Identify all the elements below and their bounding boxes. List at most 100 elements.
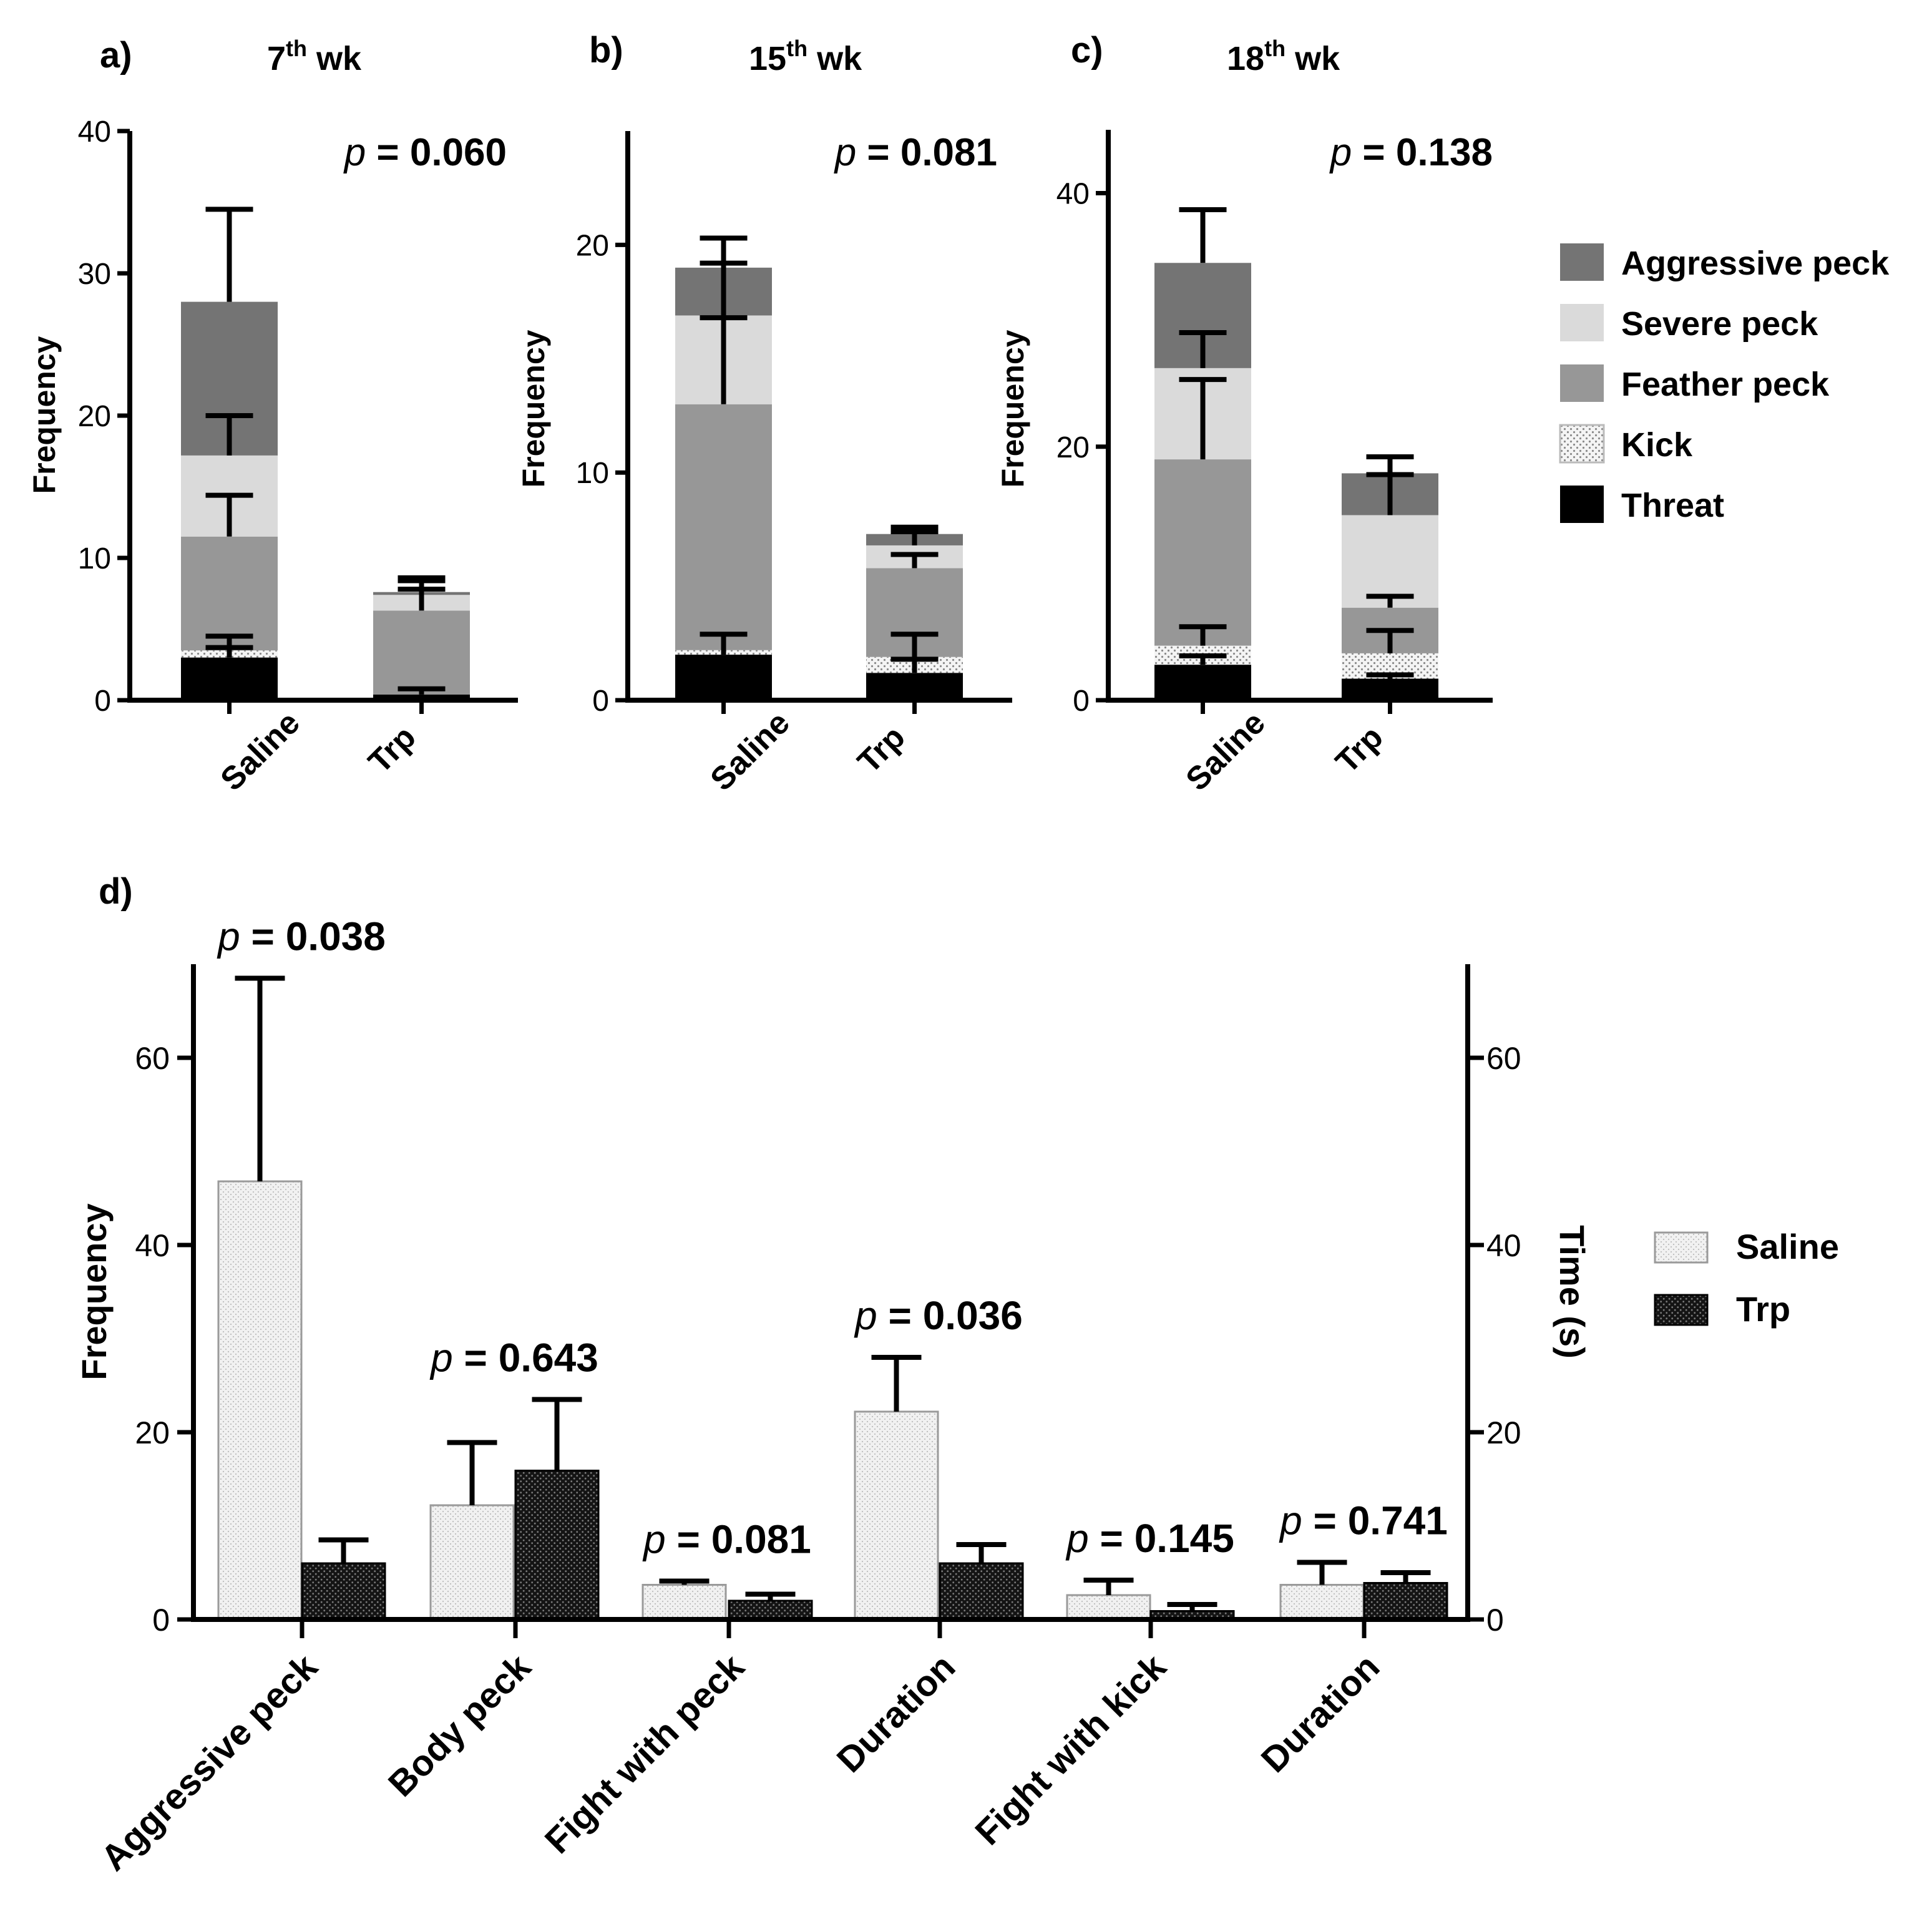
error-bar-saline-kick: [1179, 624, 1227, 646]
error-bar-aggressive-peck-1-trp: [318, 1537, 369, 1563]
y-tick-label: 20: [576, 229, 609, 262]
p-value-fight-with-peck-3: p = 0.081: [642, 1517, 811, 1562]
bar-fight-with-peck-3-saline: [642, 1584, 727, 1621]
y-tick-label: 10: [576, 457, 609, 490]
error-bar-saline-threat: [700, 632, 748, 655]
error-bar-fight-with-peck-3-trp: [745, 1591, 796, 1601]
error-bar-trp-threat: [890, 657, 939, 673]
legend-swatch-trp: [1654, 1294, 1709, 1326]
bar-body-peck-2-trp: [514, 1470, 600, 1621]
legend-behaviors: Aggressive peck Severe peck Feather peck…: [1559, 243, 1890, 524]
bar-duration-6-saline: [1279, 1584, 1365, 1621]
bar-trp-threat: [1342, 678, 1438, 700]
legend-label-threat: Threat: [1621, 487, 1724, 524]
bar-saline-feather-peck: [1154, 459, 1251, 646]
error-bar-fight-with-peck-3-saline: [659, 1578, 710, 1585]
error-bar-body-peck-2-trp: [532, 1397, 582, 1471]
error-bar-trp-feather-peck: [890, 552, 939, 569]
bar-trp-severe-peck: [1342, 515, 1438, 608]
y-tick-label: 0: [1073, 685, 1090, 718]
panel-a-xtick-trp: Trp: [361, 719, 422, 780]
panel-b-chart: b) 15th wk p = 0.081 Frequency 0 10 20 Sal…: [516, 30, 1012, 798]
panel-b-xtick-trp: Trp: [851, 719, 912, 780]
panel-d-chart: d) Frequency Time (s) 0 20 40 60 0 20 40 60 p =…: [74, 871, 1592, 1878]
panel-a-axes: 0 10 20 30 40: [78, 115, 518, 718]
bar-trp-threat: [373, 694, 470, 700]
y-tick-label: 20: [1056, 431, 1090, 464]
legend-swatch-threat: [1560, 486, 1604, 523]
y-tick-label-right: 20: [1486, 1415, 1521, 1450]
error-bar-body-peck-2-saline: [447, 1440, 497, 1505]
panel-a-bars: [181, 301, 470, 700]
panel-c-title: 18th wk: [1227, 36, 1340, 77]
bar-trp-threat: [866, 673, 963, 700]
y-tick-label-right: 0: [1486, 1603, 1504, 1638]
bar-duration-4-trp: [939, 1562, 1024, 1621]
y-tick-label-left: 20: [135, 1415, 170, 1450]
error-bar-saline-aggressive-peck: [205, 207, 253, 302]
bar-trp-feather-peck: [373, 610, 470, 695]
error-bar-trp-kick: [1366, 628, 1414, 653]
x-tick-label-duration-6: Duration: [1254, 1646, 1388, 1780]
p-value-duration-6: p = 0.741: [1279, 1498, 1448, 1543]
y-tick-label-left: 60: [135, 1041, 170, 1076]
error-bar-trp-severe-peck: [1366, 472, 1414, 515]
panel-a-label: a): [100, 35, 132, 76]
error-bar-trp-aggressive-peck: [890, 524, 939, 534]
panel-a-p-value: p = 0.060: [343, 131, 507, 174]
error-bar-saline-severe-peck: [205, 413, 253, 456]
y-tick-label: 10: [78, 542, 111, 575]
legend-label-feather-peck: Feather peck: [1621, 366, 1830, 403]
error-bar-duration-6-trp: [1380, 1570, 1431, 1583]
panel-b-label: b): [589, 30, 623, 71]
panel-c-ylabel: Frequency: [995, 330, 1030, 487]
p-value-fight-with-kick-5: p = 0.145: [1065, 1516, 1234, 1561]
panel-c-label: c): [1071, 30, 1103, 71]
x-tick-label-body-peck-2: Body peck: [381, 1646, 539, 1805]
bar-aggressive-peck-1-saline: [217, 1180, 303, 1621]
y-tick-label: 40: [1056, 178, 1090, 211]
bar-fight-with-peck-3-trp: [728, 1599, 813, 1621]
legend-label-severe-peck: Severe peck: [1621, 305, 1818, 343]
legend-swatch-feather-peck: [1560, 364, 1604, 402]
panel-b-title: 15th wk: [749, 36, 862, 77]
legend-swatch-saline: [1654, 1231, 1709, 1264]
x-tick-label-fight-with-peck-3: Fight with peck: [537, 1646, 753, 1862]
panel-c-axes: 0 20 40: [1056, 130, 1493, 718]
panel-b-p-value: p = 0.081: [834, 131, 997, 174]
panel-b-ylabel: Frequency: [516, 330, 551, 487]
panel-b-xtick-saline: Saline: [703, 705, 796, 798]
panel-d-bars: [217, 1180, 1448, 1621]
x-tick-label-fight-with-kick-5: Fight with kick: [967, 1646, 1174, 1853]
bar-fight-with-kick-5-saline: [1066, 1594, 1151, 1621]
panel-c-bars: [1154, 263, 1438, 700]
error-bar-saline-aggressive-peck: [1179, 207, 1227, 263]
bar-saline-feather-peck: [675, 404, 772, 650]
error-bar-saline-severe-peck: [1179, 330, 1227, 368]
bar-duration-6-trp: [1363, 1582, 1448, 1621]
error-bar-saline-aggressive-peck: [700, 235, 748, 268]
legend-label-kick: Kick: [1621, 426, 1693, 464]
panel-d-p-values: p = 0.038 p = 0.643 p = 0.081 p = 0.036 p = …: [217, 914, 1448, 1562]
error-bar-aggressive-peck-1-saline: [235, 975, 285, 1181]
error-bar-trp-aggressive-peck: [1366, 454, 1414, 474]
bar-duration-4-saline: [854, 1410, 939, 1621]
error-bar-trp-threat: [1366, 672, 1414, 679]
bar-aggressive-peck-1-trp: [301, 1562, 386, 1621]
panel-b-axes: 0 10 20: [576, 131, 1012, 718]
y-tick-label-left: 0: [152, 1603, 170, 1638]
p-value-body-peck-2: p = 0.643: [429, 1336, 598, 1380]
panel-d-axes: 0 20 40 60 0 20 40 60: [135, 964, 1521, 1638]
panel-b-error-bars: [700, 235, 939, 673]
error-bar-saline-feather-peck: [1179, 377, 1227, 460]
legend-label-trp: Trp: [1736, 1289, 1790, 1329]
error-bar-trp-kick: [890, 632, 939, 657]
legend-label-saline: Saline: [1736, 1227, 1839, 1266]
panel-c-xtick-trp: Trp: [1329, 719, 1390, 780]
error-bar-trp-feather-peck: [1366, 593, 1414, 608]
legend-swatch-severe-peck: [1560, 304, 1604, 341]
error-bar-saline-feather-peck: [700, 315, 748, 404]
error-bar-duration-4-saline: [871, 1355, 922, 1412]
